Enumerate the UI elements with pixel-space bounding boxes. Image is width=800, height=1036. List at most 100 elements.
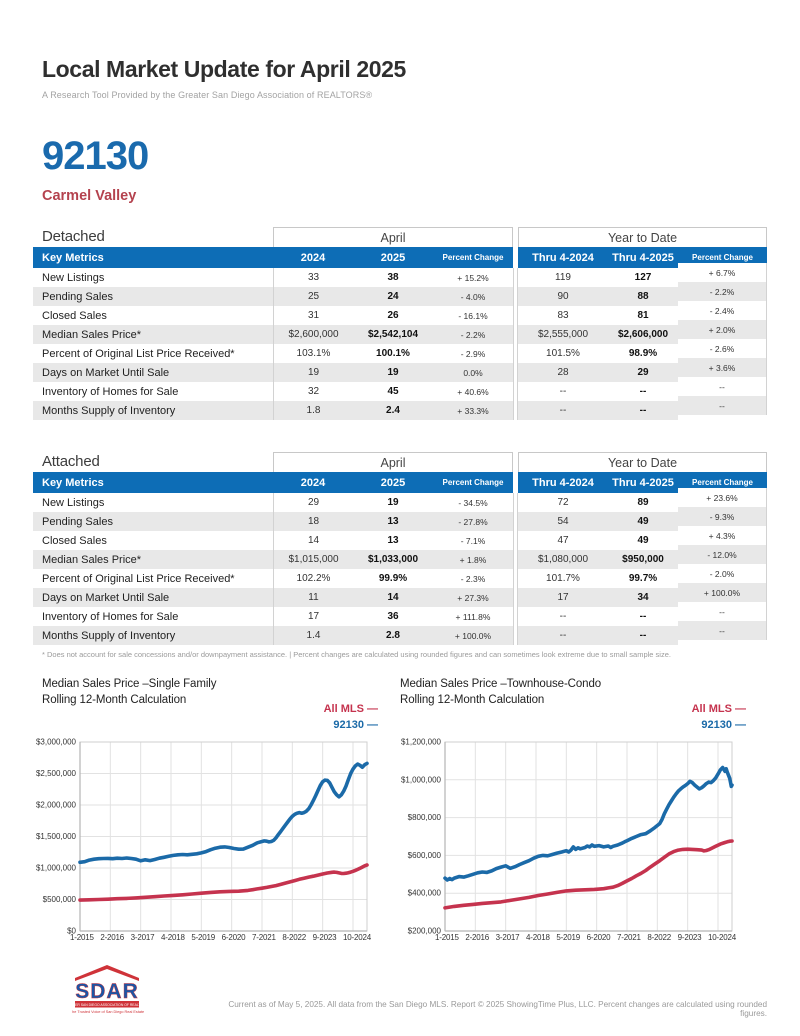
table-row: Inventory of Homes for Sale 32 45 + 40.6% --…	[33, 377, 767, 401]
metric-value: 25	[273, 287, 353, 306]
metric-value: + 40.6%	[433, 382, 513, 401]
table-body: New Listings 29 19- 34.5% 72 89 + 23.6% Pendin…	[33, 488, 767, 645]
metric-value: + 4.3%	[678, 526, 767, 545]
svg-text:$800,000: $800,000	[408, 813, 442, 822]
svg-text:$200,000: $200,000	[408, 927, 442, 936]
metric-value: 1.8	[273, 401, 353, 420]
metric-value: 101.7%	[518, 569, 608, 588]
sdar-logo: SDAR GREATER SAN DIEGO ASSOCIATION OF RE…	[72, 965, 144, 1014]
metric-value: - 27.8%	[433, 512, 513, 531]
table-row: Closed Sales 14 13- 7.1% 47 49 + 4.3%	[33, 526, 767, 550]
metric-value: - 34.5%	[433, 493, 513, 512]
svg-text:1-2015: 1-2015	[70, 933, 94, 942]
metric-value: 99.9%	[353, 569, 433, 588]
metric-value: + 33.3%	[433, 401, 513, 420]
condo-chart-legend: All MLS — 92130 —	[618, 701, 746, 733]
metric-value: 83	[518, 306, 608, 325]
metric-value	[513, 607, 518, 626]
metric-value: 19	[353, 493, 433, 512]
svg-text:$1,000,000: $1,000,000	[401, 775, 442, 784]
series-92130-line	[78, 761, 369, 865]
metric-value: 14	[273, 531, 353, 550]
metric-value: 32	[273, 382, 353, 401]
metric-label: Inventory of Homes for Sale	[33, 382, 273, 401]
metric-value: 31	[273, 306, 353, 325]
metric-value: 0.0%	[433, 363, 513, 382]
table-row: Closed Sales 31 26- 16.1% 83 81- 2.4%	[33, 301, 767, 325]
table-row: Median Sales Price* $1,015,000 $1,033,000 +…	[33, 545, 767, 569]
svg-text:$600,000: $600,000	[408, 851, 442, 860]
metric-value: 90	[518, 287, 608, 306]
condo-chart: 1-2015 2-2016 3-2017 4-2018 5-2019 6-2020 7-20…	[401, 738, 737, 942]
metric-value: $2,600,000	[273, 325, 353, 344]
column-ytd-curr: Thru 4-2025	[608, 247, 678, 268]
metric-value: $1,015,000	[273, 550, 353, 569]
logo-roof-icon	[75, 965, 139, 981]
metric-value: 38	[353, 268, 433, 287]
metric-value: + 100.0%	[678, 583, 767, 602]
svg-text:1-2015: 1-2015	[435, 933, 459, 942]
series-all-mls-line	[443, 839, 734, 910]
metric-value	[513, 382, 518, 401]
column-ytd-prev: Thru 4-2024	[518, 472, 608, 493]
metric-value: 45	[353, 382, 433, 401]
metric-value: - 9.3%	[678, 507, 767, 526]
metric-value: 17	[273, 607, 353, 626]
table-row: Pending Sales 25 24- 4.0% 90 88- 2.2%	[33, 282, 767, 306]
svg-text:6-2020: 6-2020	[587, 933, 611, 942]
section-label-detached: Detached	[42, 228, 105, 245]
metric-value: + 27.3%	[433, 588, 513, 607]
area-name: Carmel Valley	[42, 188, 137, 204]
table-footnote: * Does not account for sale concessions …	[42, 650, 671, 659]
group-header-ytd: Year to Date	[518, 452, 767, 472]
svg-text:4-2018: 4-2018	[161, 933, 185, 942]
metric-value: 49	[608, 531, 678, 550]
metric-value: --	[608, 401, 678, 420]
metric-value: 19	[273, 363, 353, 382]
metric-value: 28	[518, 363, 608, 382]
metric-value: $1,033,000	[353, 550, 433, 569]
metric-value: --	[678, 396, 767, 415]
metric-value: 14	[353, 588, 433, 607]
metric-value: - 2.2%	[678, 282, 767, 301]
svg-text:3-2017: 3-2017	[496, 933, 520, 942]
condo-chart-title: Median Sales Price –Townhouse-Condo Roll…	[400, 678, 602, 706]
column-ytd-prev: Thru 4-2024	[518, 247, 608, 268]
metric-value	[513, 363, 518, 382]
metric-label: Pending Sales	[33, 512, 273, 531]
metric-label: Percent of Original List Price Received*	[33, 569, 273, 588]
metric-value: $2,542,104	[353, 325, 433, 344]
metric-label: Days on Market Until Sale	[33, 363, 273, 382]
svg-text:9-2023: 9-2023	[313, 933, 337, 942]
metric-value	[513, 306, 518, 325]
table-row: Months Supply of Inventory 1.8 2.4 + 33.3% -…	[33, 396, 767, 420]
metric-value: 33	[273, 268, 353, 287]
metric-value: 47	[518, 531, 608, 550]
metric-value: 1.4	[273, 626, 353, 645]
metric-value: $1,080,000	[518, 550, 608, 569]
svg-text:6-2020: 6-2020	[222, 933, 246, 942]
metric-value	[513, 588, 518, 607]
logo-bar-text: GREATER SAN DIEGO ASSOCIATION OF REALTOR…	[72, 1003, 144, 1007]
group-header-ytd: Year to Date	[518, 227, 767, 247]
series-92130-line	[443, 765, 734, 882]
logo-tagline: The Trusted Voice of San Diego Real Esta…	[72, 1010, 144, 1014]
column-curr-year: 2025	[353, 472, 433, 493]
zip-code: 92130	[42, 134, 149, 178]
column-ytd-pct-change: Percent Change	[678, 247, 767, 268]
metric-value: 18	[273, 512, 353, 531]
legend-zip: 92130 —	[333, 719, 378, 731]
metric-label: Days on Market Until Sale	[33, 588, 273, 607]
metric-value	[513, 626, 518, 645]
metric-value	[513, 569, 518, 588]
table-row: Days on Market Until Sale 19 19 0.0% 28 29 + 3…	[33, 358, 767, 382]
column-header-row: Key Metrics 2024 2025 Percent Change Thr…	[33, 472, 767, 493]
metric-value: 103.1%	[273, 344, 353, 363]
page-title: Local Market Update for April 2025	[42, 56, 406, 82]
table-body: New Listings 33 38 + 15.2% 119 127 + 6.7% Pendi…	[33, 263, 767, 420]
metric-value: + 15.2%	[433, 268, 513, 287]
metric-value: 54	[518, 512, 608, 531]
column-prev-year: 2024	[273, 247, 353, 268]
metric-value: - 2.3%	[433, 569, 513, 588]
table-row: Days on Market Until Sale 11 14 + 27.3% 17 34…	[33, 583, 767, 607]
